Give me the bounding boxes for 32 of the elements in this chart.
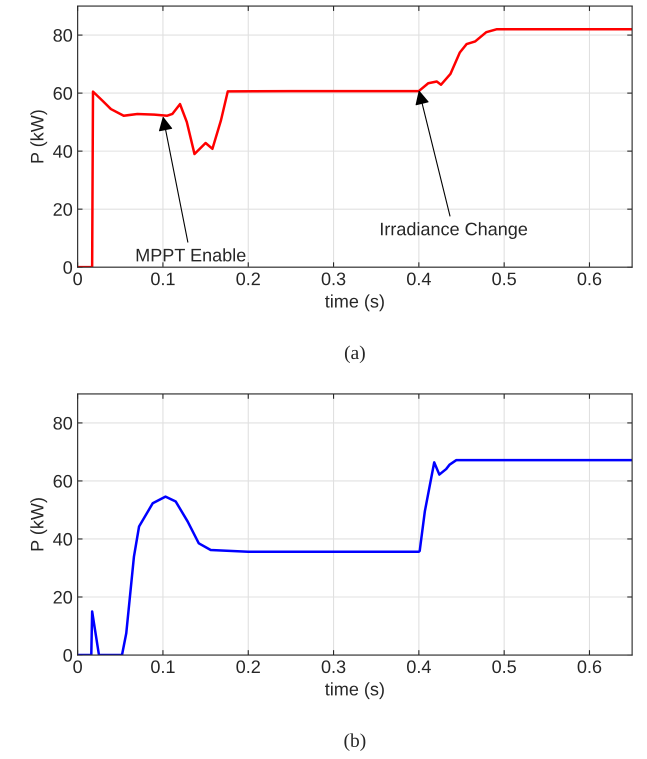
x-tick-label: 0.6	[578, 272, 602, 286]
y-tick-label: 0	[63, 648, 72, 662]
annotation: MPPT Enable	[136, 248, 246, 262]
x-axis-title: time (s)	[325, 682, 384, 700]
x-tick-label: 0.5	[492, 272, 516, 286]
y-tick-label: 60	[54, 474, 72, 488]
y-tick-label: 20	[54, 590, 72, 604]
y-tick-label: 40	[53, 532, 72, 546]
y-tick-label: 40	[53, 145, 72, 158]
x-tick-label: 0.3	[322, 660, 346, 674]
x-tick-label: 0.2	[236, 272, 260, 286]
y-tick-label: 0	[63, 261, 72, 274]
x-tick-label: 0.6	[578, 660, 602, 674]
y-tick-label: 20	[54, 203, 72, 216]
x-tick-label: 0	[73, 272, 82, 286]
x-tick-label: 0.4	[407, 272, 431, 286]
annotation: Irradiance Change	[380, 222, 528, 239]
x-tick-label: 0.3	[322, 272, 346, 286]
y-axis-title: P (kW)	[30, 498, 48, 550]
x-tick-label: 0.1	[151, 272, 175, 286]
x-axis-title: time (s)	[325, 294, 384, 312]
y-axis-title: P (kW)	[30, 110, 48, 163]
y-tick-label: 80	[53, 416, 72, 430]
x-tick-label: 0.2	[236, 660, 260, 674]
y-tick-label: 80	[53, 29, 72, 42]
x-tick-label: 0.5	[492, 660, 516, 674]
text: (a)	[344, 345, 365, 364]
x-tick-label: 0.1	[151, 660, 175, 674]
x-tick-label: 0.4	[407, 660, 431, 674]
y-tick-label: 60	[54, 87, 72, 100]
text: (b)	[344, 733, 366, 751]
x-tick-label: 0	[73, 660, 82, 674]
